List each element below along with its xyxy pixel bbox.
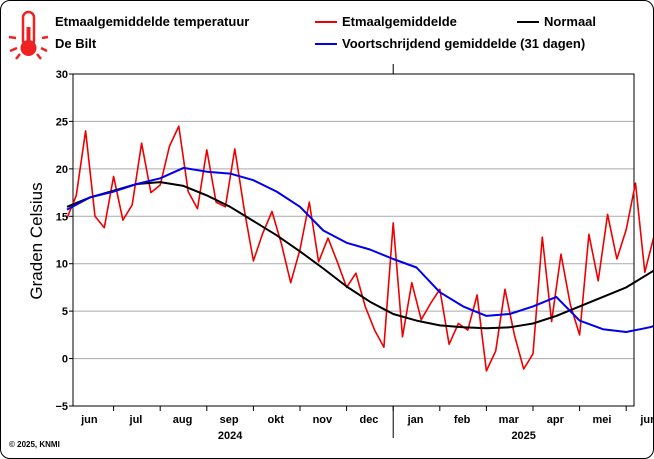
x-tick-label-8: feb [454, 414, 471, 426]
year-label-0: 2024 [218, 430, 243, 442]
legend-label-running: Voortschrijdend gemiddelde (31 dagen) [342, 36, 585, 51]
x-tick-label-11: mei [592, 414, 611, 426]
station-name: De Bilt [55, 36, 97, 51]
y-tick-label-0: −5 [55, 401, 68, 413]
copyright: © 2025, KNMI [9, 440, 60, 449]
y-tick-label-1: 0 [62, 354, 68, 366]
chart-title: Etmaalgemiddelde temperatuur [55, 14, 249, 29]
series-layer [66, 125, 653, 372]
y-axis-label: Graden Celsius [27, 182, 46, 299]
grid [73, 120, 634, 360]
x-tick-label-0: jun [80, 414, 98, 426]
x-tick-label-3: sep [220, 414, 239, 426]
series-running [66, 166, 653, 333]
year-label-1: 2025 [511, 430, 535, 442]
y-tick-label-4: 15 [56, 211, 68, 223]
y-tick-label-5: 20 [56, 164, 68, 176]
y-tick-label-7: 30 [56, 69, 68, 81]
legend: Etmaalgemiddelde Normaal Voortschrijdend… [315, 14, 596, 51]
y-tick-label-3: 10 [56, 259, 68, 271]
x-tick-label-2: aug [173, 414, 193, 426]
y-tick-label-6: 25 [56, 116, 68, 128]
x-tick-label-12: jun [639, 414, 654, 426]
x-tick-label-9: mar [499, 414, 520, 426]
series-normal [66, 181, 653, 330]
series-daily [66, 125, 653, 372]
x-tick-label-7: jan [407, 414, 424, 426]
x-tick-label-5: nov [313, 414, 333, 426]
legend-label-normal: Normaal [544, 14, 596, 29]
x-tick-label-6: dec [359, 414, 378, 426]
axes [69, 64, 635, 438]
y-tick-label-2: 5 [62, 306, 68, 318]
x-tick-label-10: apr [547, 414, 565, 426]
thermometer-icon [8, 10, 49, 60]
legend-label-daily: Etmaalgemiddelde [342, 14, 457, 29]
x-tick-label-1: jul [129, 414, 143, 426]
plot-border [72, 73, 635, 407]
x-tick-label-4: okt [268, 414, 285, 426]
